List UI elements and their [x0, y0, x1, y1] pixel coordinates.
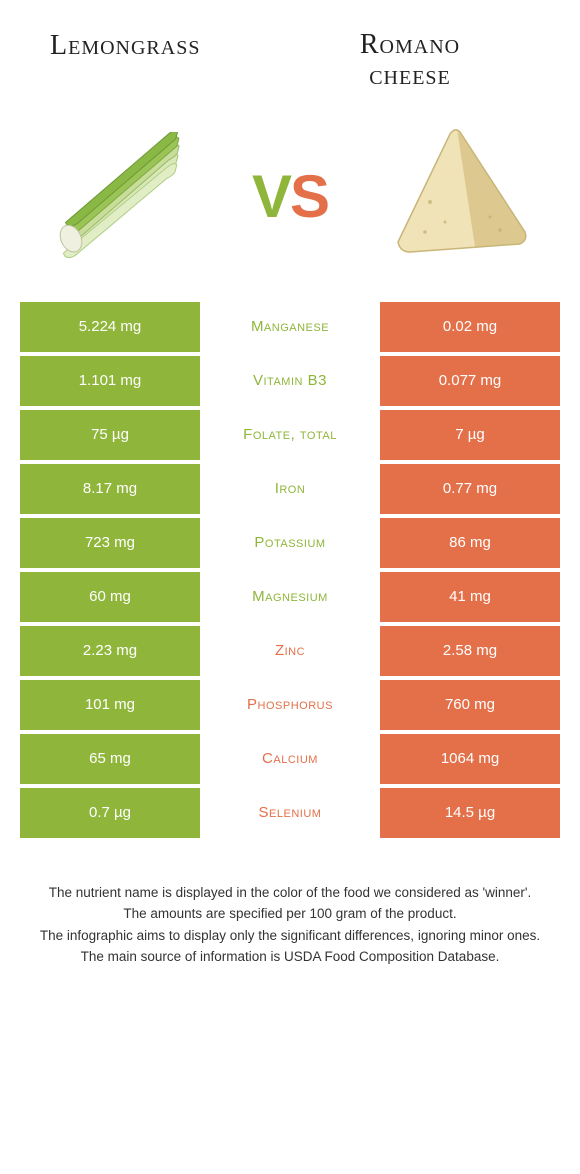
- lemongrass-image: [30, 122, 210, 272]
- footer-notes: The nutrient name is displayed in the co…: [0, 842, 580, 988]
- vs-v: V: [252, 163, 290, 230]
- nutrient-name: Phosphorus: [200, 680, 380, 730]
- nutrient-name: Manganese: [200, 302, 380, 352]
- nutrient-name: Potassium: [200, 518, 380, 568]
- table-row: 0.7 µgSelenium14.5 µg: [20, 788, 560, 838]
- vs-label: VS: [252, 162, 328, 231]
- table-row: 60 mgMagnesium41 mg: [20, 572, 560, 622]
- nutrient-table: 5.224 mgManganese0.02 mg1.101 mgVitamin …: [20, 302, 560, 838]
- left-value: 65 mg: [20, 734, 200, 784]
- nutrient-name: Magnesium: [200, 572, 380, 622]
- header: Lemongrass Romano cheese: [0, 0, 580, 102]
- left-value: 101 mg: [20, 680, 200, 730]
- footer-line2: The amounts are specified per 100 gram o…: [30, 903, 550, 925]
- left-value: 723 mg: [20, 518, 200, 568]
- table-row: 75 µgFolate, total7 µg: [20, 410, 560, 460]
- right-value: 7 µg: [380, 410, 560, 460]
- right-value: 0.02 mg: [380, 302, 560, 352]
- cheese-icon: [380, 122, 540, 272]
- table-row: 5.224 mgManganese0.02 mg: [20, 302, 560, 352]
- right-value: 0.77 mg: [380, 464, 560, 514]
- vs-s: S: [290, 163, 328, 230]
- nutrient-name: Calcium: [200, 734, 380, 784]
- footer-line3: The infographic aims to display only the…: [30, 925, 550, 947]
- nutrient-name: Vitamin B3: [200, 356, 380, 406]
- left-value: 5.224 mg: [20, 302, 200, 352]
- table-row: 723 mgPotassium86 mg: [20, 518, 560, 568]
- left-food-title: Lemongrass: [40, 30, 290, 92]
- right-title-line2: cheese: [369, 60, 451, 91]
- nutrient-name: Zinc: [200, 626, 380, 676]
- table-row: 65 mgCalcium1064 mg: [20, 734, 560, 784]
- left-value: 75 µg: [20, 410, 200, 460]
- right-value: 14.5 µg: [380, 788, 560, 838]
- nutrient-name: Iron: [200, 464, 380, 514]
- left-value: 0.7 µg: [20, 788, 200, 838]
- cheese-image: [370, 122, 550, 272]
- right-value: 0.077 mg: [380, 356, 560, 406]
- table-row: 2.23 mgZinc2.58 mg: [20, 626, 560, 676]
- table-row: 101 mgPhosphorus760 mg: [20, 680, 560, 730]
- right-food-title: Romano cheese: [290, 30, 540, 92]
- nutrient-name: Folate, total: [200, 410, 380, 460]
- right-value: 2.58 mg: [380, 626, 560, 676]
- right-title-line1: Romano: [360, 29, 460, 60]
- table-row: 8.17 mgIron0.77 mg: [20, 464, 560, 514]
- footer-line1: The nutrient name is displayed in the co…: [30, 882, 550, 904]
- table-row: 1.101 mgVitamin B30.077 mg: [20, 356, 560, 406]
- left-value: 1.101 mg: [20, 356, 200, 406]
- nutrient-name: Selenium: [200, 788, 380, 838]
- right-value: 41 mg: [380, 572, 560, 622]
- right-value: 86 mg: [380, 518, 560, 568]
- lemongrass-icon: [30, 132, 210, 262]
- left-value: 60 mg: [20, 572, 200, 622]
- right-value: 1064 mg: [380, 734, 560, 784]
- images-row: VS: [0, 102, 580, 302]
- footer-line4: The main source of information is USDA F…: [30, 946, 550, 968]
- right-value: 760 mg: [380, 680, 560, 730]
- left-value: 8.17 mg: [20, 464, 200, 514]
- left-value: 2.23 mg: [20, 626, 200, 676]
